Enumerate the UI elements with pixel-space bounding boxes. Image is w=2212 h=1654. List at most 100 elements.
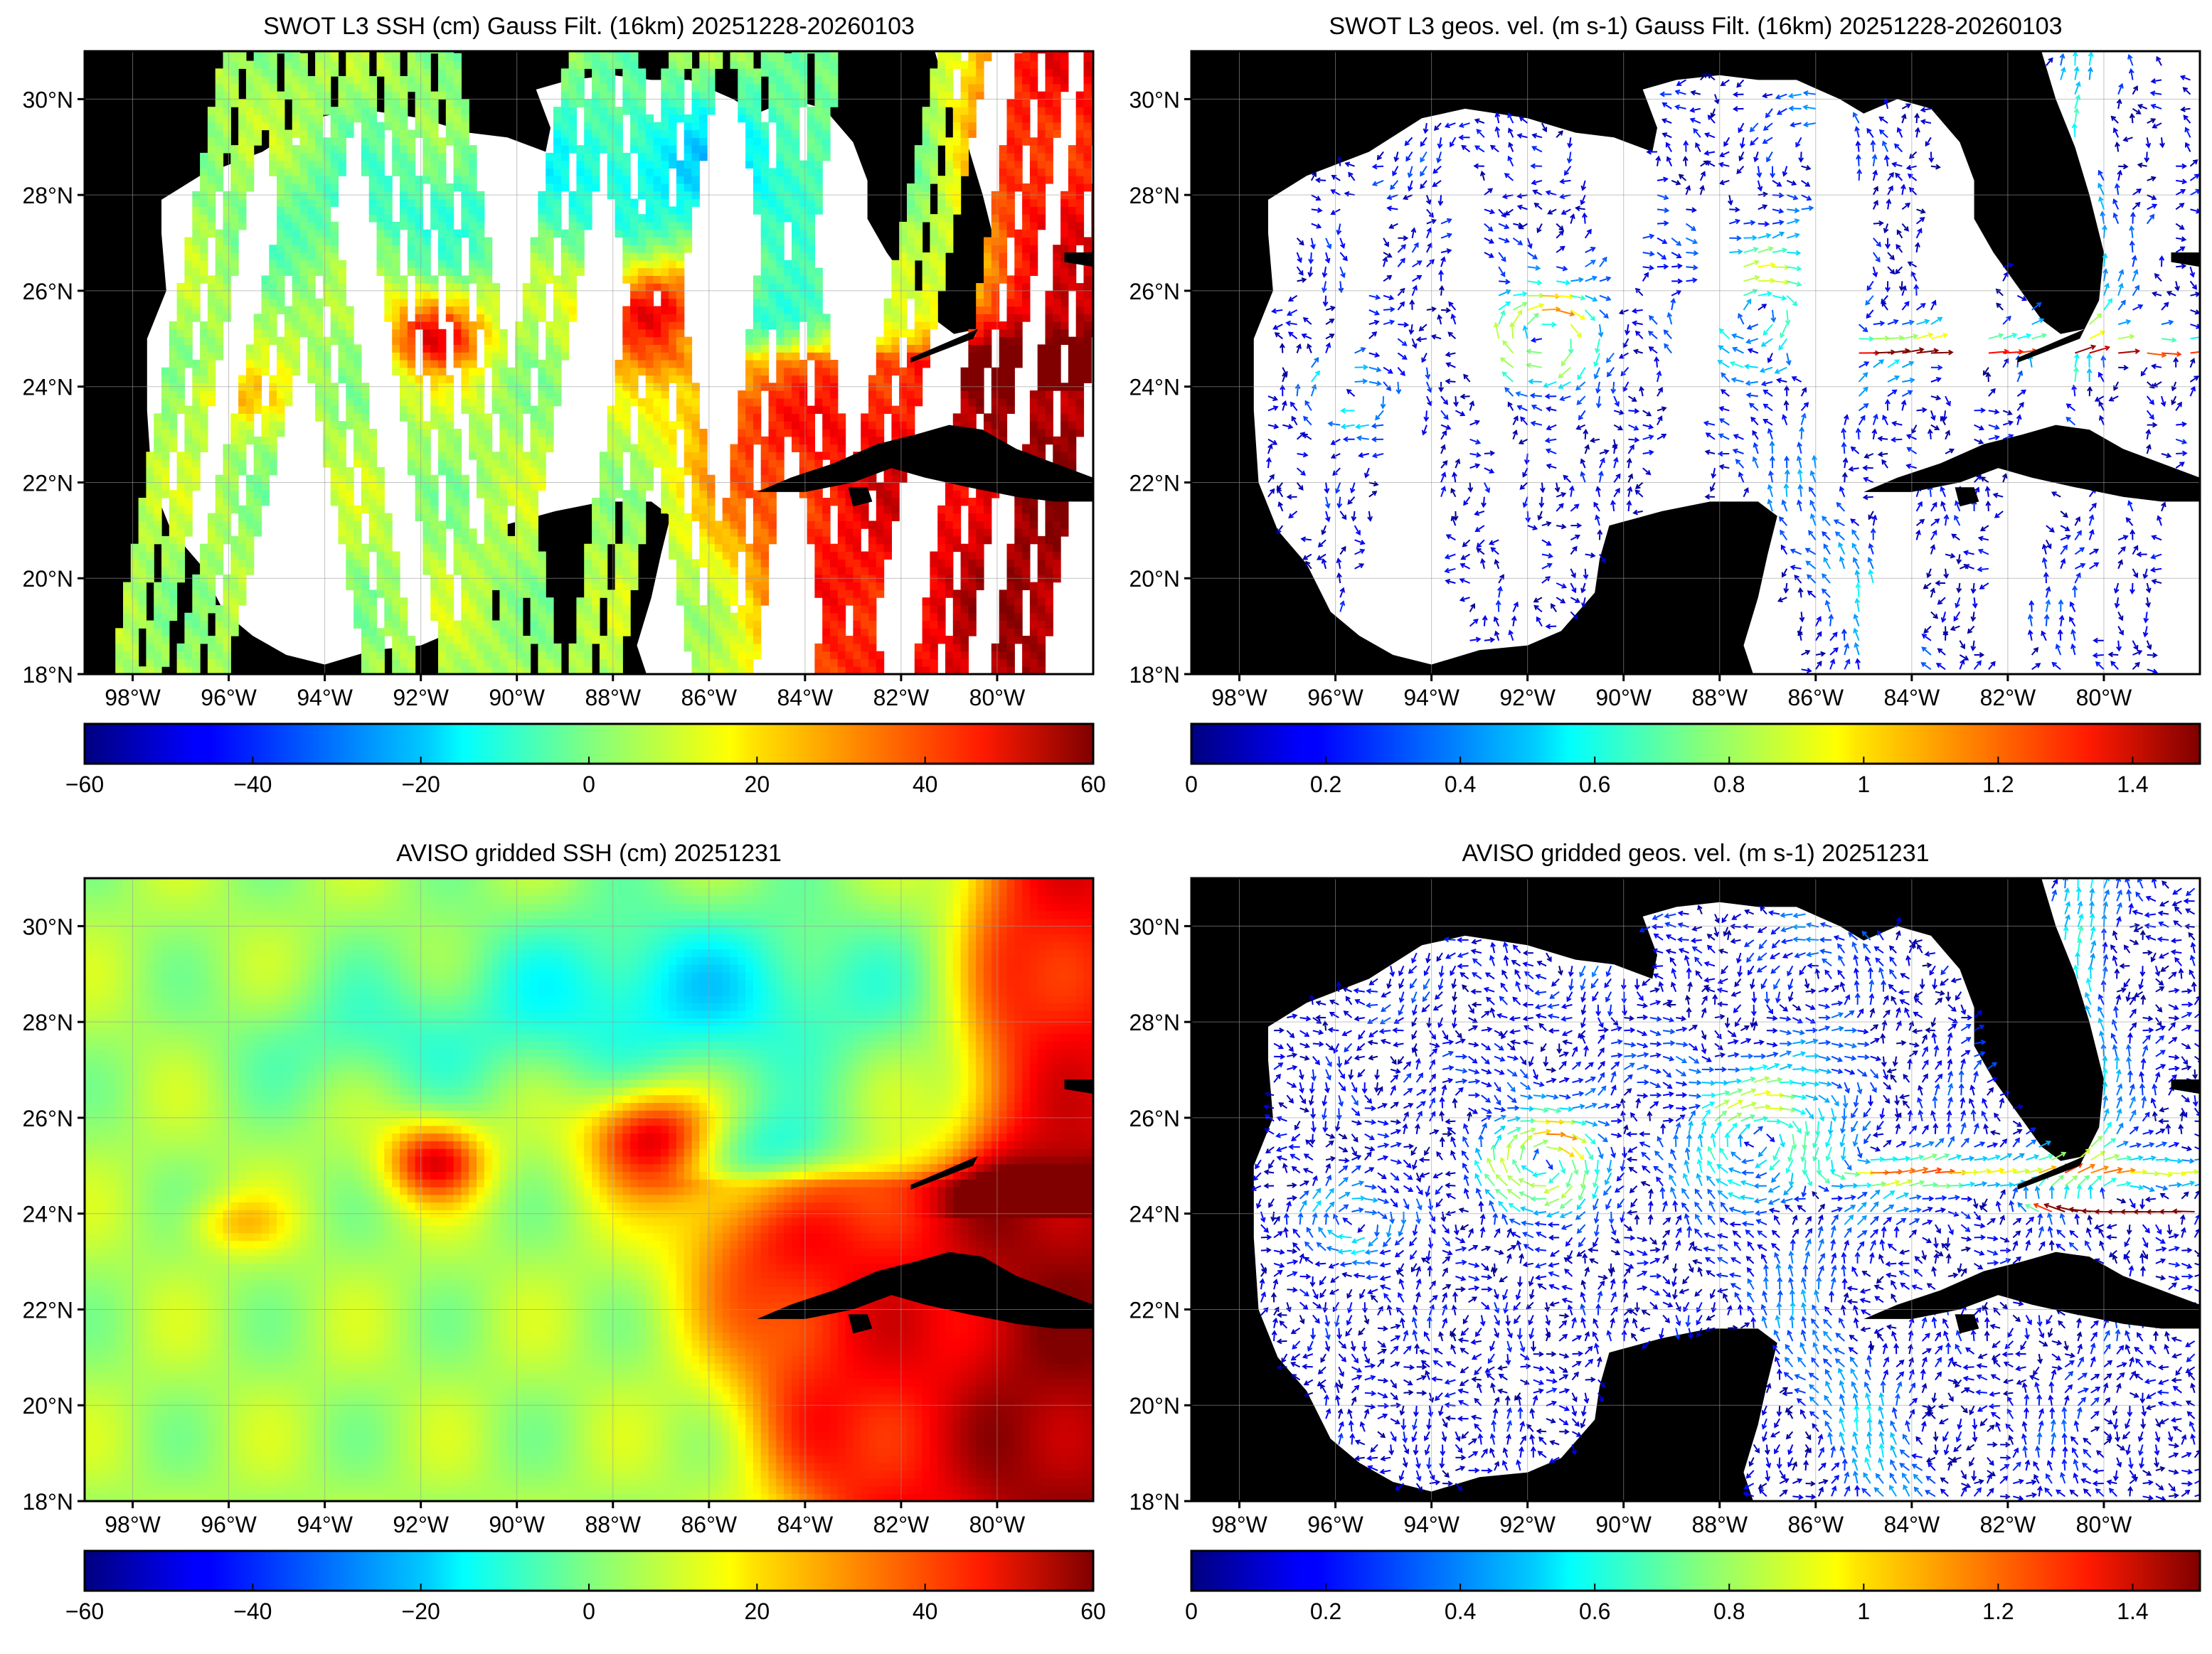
ssh-cell: [269, 160, 277, 169]
ssh-cell: [1014, 535, 1023, 545]
ssh-cell: [768, 413, 777, 422]
ssh-cell: [253, 398, 262, 407]
ssh-cell: [461, 666, 469, 674]
ssh-cell: [861, 597, 869, 606]
ssh-cell: [407, 452, 416, 460]
ssh-cell: [707, 513, 716, 521]
ssh-cell: [776, 390, 785, 399]
ssh-cell: [415, 298, 423, 307]
ssh-cell: [400, 129, 408, 138]
ssh-cell: [799, 459, 808, 468]
ssh-cell: [768, 535, 777, 545]
ssh-cell: [707, 589, 716, 598]
ssh-cell: [584, 176, 592, 184]
ssh-cell: [1053, 459, 1061, 468]
ssh-cell: [445, 398, 454, 407]
ssh-cell: [538, 628, 546, 636]
ssh-cell: [445, 260, 454, 269]
ssh-cell: [530, 597, 538, 606]
ssh-cell: [299, 298, 308, 307]
ssh-cell: [1045, 398, 1053, 407]
ssh-cell: [353, 390, 362, 399]
ssh-cell: [691, 413, 700, 422]
ssh-cell: [669, 122, 677, 131]
ssh-cell: [299, 176, 308, 184]
ssh-cell: [592, 513, 600, 521]
ssh-cell: [538, 643, 546, 652]
ssh-cell: [622, 513, 631, 521]
ssh-cell: [277, 237, 285, 245]
ssh-cell: [622, 352, 631, 361]
ssh-cell: [945, 651, 954, 660]
ssh-cell: [637, 306, 647, 314]
ssh-cell: [960, 658, 969, 667]
ssh-cell: [1029, 643, 1038, 652]
ssh-cell: [338, 352, 346, 361]
ssh-cell: [615, 543, 623, 553]
ssh-cell: [507, 498, 516, 506]
ssh-cell: [230, 237, 239, 245]
ssh-cell: [361, 605, 370, 614]
ssh-cell: [499, 429, 508, 437]
ssh-cell: [477, 559, 485, 567]
ssh-cell: [976, 513, 984, 521]
ssh-cell: [207, 129, 216, 138]
ssh-cell: [661, 466, 669, 476]
ssh-cell: [1053, 360, 1061, 368]
ssh-cell: [899, 237, 908, 245]
ssh-cell: [707, 643, 716, 652]
ssh-cell: [753, 129, 762, 138]
ssh-cell: [184, 452, 193, 460]
ssh-cell: [676, 245, 685, 253]
ssh-cell: [999, 620, 1008, 629]
ssh-cell: [307, 237, 316, 245]
ssh-cell: [477, 651, 485, 660]
ssh-cell: [430, 582, 439, 590]
ssh-cell: [891, 474, 900, 484]
panel-title: SWOT L3 SSH (cm) Gauss Filt. (16km) 2025…: [263, 13, 915, 40]
ssh-cell: [307, 360, 316, 368]
ssh-cell: [146, 567, 154, 575]
ssh-cell: [607, 122, 616, 131]
ssh-cell: [1029, 513, 1038, 521]
ssh-cell: [553, 306, 562, 314]
ssh-cell: [684, 636, 693, 644]
ssh-cell: [883, 321, 892, 330]
ssh-cell: [861, 651, 869, 660]
ssh-cell: [1045, 367, 1053, 376]
ssh-cell: [1075, 152, 1085, 161]
ssh-cell: [422, 543, 431, 553]
ssh-cell: [123, 612, 132, 621]
ssh-cell: [930, 658, 938, 667]
ssh-cell: [776, 290, 785, 299]
ssh-cell: [760, 198, 770, 207]
ssh-cell: [991, 666, 1000, 674]
ssh-cell: [876, 398, 885, 407]
ssh-cell: [1037, 198, 1046, 207]
ssh-cell: [684, 336, 693, 345]
ssh-cell: [315, 168, 324, 176]
ssh-cell: [792, 145, 800, 154]
ssh-cell: [407, 214, 416, 223]
ssh-cell: [546, 329, 554, 338]
ssh-cell: [445, 620, 454, 629]
ssh-cell: [269, 152, 277, 161]
ssh-cell: [384, 214, 393, 223]
ssh-cell: [876, 521, 885, 529]
ssh-cell: [1006, 551, 1015, 560]
ssh-cell: [738, 521, 746, 529]
ssh-cell: [477, 283, 485, 292]
ssh-cell: [753, 344, 762, 353]
ssh-cell: [415, 229, 423, 238]
ssh-cell: [984, 421, 992, 429]
ssh-cell: [653, 321, 661, 330]
ssh-cell: [1006, 620, 1015, 629]
ssh-cell: [876, 535, 885, 545]
ssh-cell: [322, 360, 331, 368]
ssh-cell: [1060, 237, 1069, 245]
ssh-cell: [376, 582, 385, 590]
ssh-cell: [584, 658, 592, 667]
ssh-cell: [184, 360, 193, 368]
ssh-cell: [784, 129, 792, 138]
ssh-cell: [753, 567, 762, 575]
